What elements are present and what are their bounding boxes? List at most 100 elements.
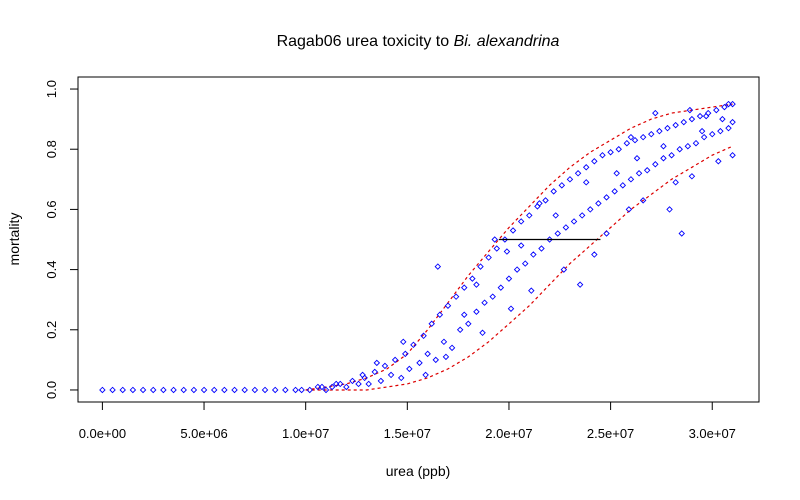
data-point	[200, 386, 208, 394]
data-point	[521, 260, 529, 267]
data-point	[241, 386, 248, 394]
data-point	[652, 161, 659, 168]
data-point	[318, 383, 326, 391]
data-point	[473, 308, 480, 315]
data-point	[639, 133, 647, 141]
data-point	[444, 302, 452, 309]
x-tick-label: 3.0e+07	[689, 426, 736, 441]
data-point	[210, 386, 218, 394]
data-point	[560, 266, 568, 273]
data-point	[729, 118, 736, 126]
data-point	[656, 127, 663, 135]
y-tick-label: 0.6	[44, 200, 59, 218]
y-tick-label: 0.2	[44, 321, 59, 339]
data-point	[432, 356, 440, 364]
data-point	[391, 356, 399, 364]
data-point	[574, 170, 582, 177]
data-point	[619, 182, 627, 189]
data-point	[509, 227, 517, 234]
data-point	[371, 368, 379, 376]
data-point	[546, 236, 553, 243]
data-point	[489, 293, 496, 300]
data-point	[627, 133, 635, 141]
data-point	[461, 284, 468, 291]
data-point	[448, 344, 456, 352]
x-tick-label: 2.0e+07	[485, 426, 532, 441]
data-point	[684, 142, 692, 150]
data-point	[493, 245, 501, 252]
data-point	[465, 320, 472, 327]
y-axis-label: mortality	[6, 213, 22, 266]
confidence-band	[305, 103, 733, 391]
data-point	[442, 353, 450, 361]
data-point	[729, 152, 736, 159]
x-tick-label: 1.5e+07	[384, 426, 431, 441]
data-point	[129, 386, 137, 394]
data-point	[552, 212, 559, 219]
data-point	[550, 188, 557, 195]
data-point	[410, 341, 417, 349]
data-point	[709, 130, 716, 138]
data-point	[365, 380, 372, 388]
data-point	[477, 263, 484, 270]
data-point	[562, 224, 570, 231]
x-tick-label: 2.5e+07	[587, 426, 634, 441]
data-point	[680, 118, 688, 126]
data-point	[402, 350, 409, 358]
data-point	[481, 299, 488, 306]
data-point	[261, 386, 269, 394]
chart-title: Ragab06 urea toxicity to Bi. alexandrina	[277, 33, 560, 50]
data-point	[400, 338, 407, 346]
data-point	[719, 115, 726, 123]
data-point	[613, 170, 620, 177]
data-point	[221, 386, 228, 394]
data-point	[292, 386, 299, 394]
y-tick-label: 1.0	[44, 80, 59, 98]
data-point	[582, 179, 590, 186]
data-point	[676, 145, 683, 153]
data-point	[587, 206, 594, 213]
data-point	[631, 136, 639, 144]
x-tick-label: 1.0e+07	[282, 426, 329, 441]
data-point	[469, 275, 476, 282]
chart-title-main: Ragab06 urea toxicity to	[277, 33, 450, 50]
data-point	[505, 275, 513, 282]
band-upper-line	[305, 103, 733, 391]
data-point	[452, 293, 460, 300]
y-tick-label: 0.4	[44, 261, 59, 279]
data-point	[696, 112, 704, 120]
data-point	[420, 332, 427, 340]
chart-title-species: Bi. alexandrina	[454, 33, 560, 50]
data-point	[607, 148, 614, 156]
band-lower-line	[305, 145, 733, 391]
data-point	[517, 218, 525, 225]
data-point	[599, 152, 606, 159]
data-point	[373, 359, 381, 367]
data-point	[528, 287, 535, 294]
data-point	[611, 188, 618, 195]
data-point	[635, 170, 643, 177]
data-point	[591, 251, 598, 258]
data-point	[160, 386, 167, 394]
data-point	[576, 281, 584, 288]
data-point	[603, 194, 610, 201]
data-point	[582, 164, 590, 171]
data-point	[566, 176, 574, 183]
data-point	[485, 254, 492, 261]
data-point	[251, 386, 259, 394]
data-point	[558, 182, 566, 189]
data-point	[406, 365, 413, 373]
data-point	[633, 155, 641, 162]
data-point	[501, 236, 509, 243]
data-point	[422, 371, 429, 379]
data-point	[578, 212, 586, 219]
data-point	[503, 248, 511, 255]
data-point	[595, 200, 602, 207]
data-point	[359, 371, 366, 379]
data-point	[672, 121, 679, 129]
data-point	[306, 386, 313, 394]
data-point	[688, 115, 696, 123]
data-point	[436, 311, 444, 318]
data-point	[686, 106, 694, 114]
